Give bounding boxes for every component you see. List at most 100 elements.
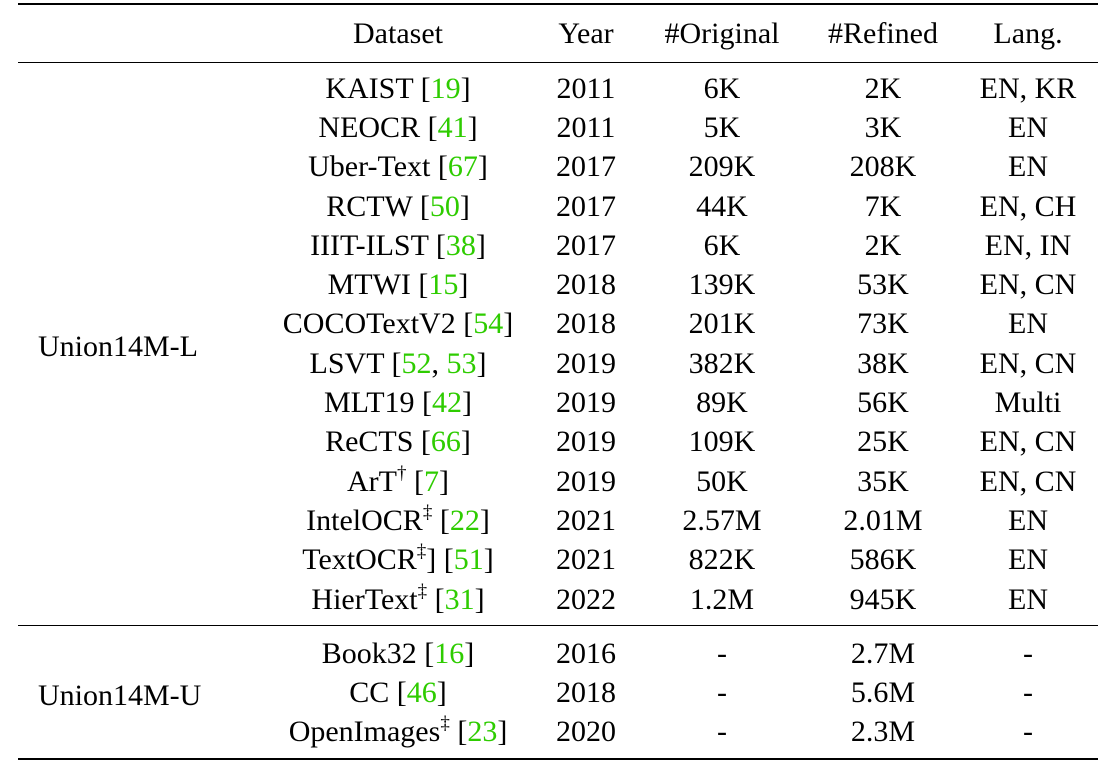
dataset-name: IIIT-ILST bbox=[310, 228, 429, 262]
dataset-cell: COCOTextV2 [54] bbox=[260, 305, 536, 344]
lang-cell: EN, KR bbox=[979, 71, 1077, 105]
bracket-close: ] bbox=[460, 425, 471, 459]
original-count-cell: 1.2M bbox=[689, 582, 755, 616]
citation-link[interactable]: 23 bbox=[467, 715, 498, 749]
bracket-open: [ bbox=[416, 636, 435, 670]
dataset-name: OpenImages bbox=[288, 715, 441, 749]
original-count-cell: 6K bbox=[703, 228, 741, 262]
dataset-name: RCTW bbox=[326, 189, 413, 223]
citation-link[interactable]: 66 bbox=[430, 425, 461, 459]
dataset-name: HierText bbox=[311, 582, 418, 616]
dataset-cell: TextOCR‡] [51] bbox=[260, 541, 536, 580]
year-cell: 2019 bbox=[556, 425, 616, 459]
lang-cell: Multi bbox=[994, 386, 1062, 420]
bracket-open: [ bbox=[427, 582, 445, 616]
citation-link[interactable]: 7 bbox=[423, 464, 439, 498]
group-label: Union14M-L bbox=[38, 330, 198, 364]
citation-link[interactable]: 41 bbox=[437, 110, 468, 144]
citation-link[interactable]: 51 bbox=[453, 543, 484, 577]
original-count-cell: 822K bbox=[688, 543, 756, 577]
year-cell: 2019 bbox=[556, 464, 616, 498]
lang-cell: EN bbox=[1008, 582, 1048, 616]
table-row: COCOTextV2 [54] 2018 201K 73K EN bbox=[18, 305, 1098, 344]
lang-cell: EN, CN bbox=[979, 346, 1077, 380]
year-cell: 2017 bbox=[556, 150, 616, 184]
dataset-name: ArT bbox=[347, 464, 397, 498]
year-cell: 2021 bbox=[556, 503, 616, 537]
citation-link[interactable]: 52 bbox=[401, 346, 432, 380]
citation-link[interactable]: 16 bbox=[434, 636, 465, 670]
table-row: MLT19 [42] 2019 89K 56K Multi bbox=[18, 383, 1098, 422]
citation-link[interactable]: 19 bbox=[430, 71, 461, 105]
citation-link[interactable]: 50 bbox=[429, 189, 460, 223]
bracket-close: ] bbox=[497, 715, 508, 749]
refined-count-cell: 38K bbox=[857, 346, 909, 380]
bracket-close: ] bbox=[438, 464, 449, 498]
dataset-name: NEOCR bbox=[318, 110, 421, 144]
year-cell: 2020 bbox=[556, 715, 616, 749]
bracket-close: ] bbox=[460, 71, 471, 105]
bracket-open: [ bbox=[410, 268, 429, 302]
dataset-cell: ArT† [7] bbox=[260, 462, 536, 501]
citation-link[interactable]: 15 bbox=[428, 268, 459, 302]
table-row: Union14M-L KAIST [19] 2011 6K 2K EN, KR bbox=[18, 63, 1098, 363]
citation-link[interactable]: 54 bbox=[473, 307, 504, 341]
year-cell: 2017 bbox=[556, 189, 616, 223]
refined-count-cell: 25K bbox=[857, 425, 909, 459]
bracket-close: ] bbox=[483, 543, 494, 577]
refined-count-cell: 7K bbox=[864, 189, 902, 223]
bracket-open: [ bbox=[413, 425, 431, 459]
refined-count-cell: 53K bbox=[857, 268, 909, 302]
dataset-cell: Book32 [16] bbox=[260, 625, 536, 674]
refined-count-cell: 208K bbox=[849, 150, 917, 184]
header-dataset: Dataset bbox=[260, 3, 536, 63]
year-cell: 2011 bbox=[556, 71, 616, 105]
dataset-cell: MTWI [15] bbox=[260, 265, 536, 304]
header-row: Dataset Year #Original #Refined Lang. bbox=[18, 3, 1098, 63]
dataset-name: COCOTextV2 bbox=[282, 307, 456, 341]
bracket-close: ] bbox=[464, 636, 475, 670]
bracket-open: [ bbox=[412, 189, 430, 223]
header-empty bbox=[18, 3, 260, 63]
citation-link[interactable]: 31 bbox=[444, 582, 475, 616]
citation-link[interactable]: 67 bbox=[447, 150, 478, 184]
original-count-cell: 89K bbox=[696, 386, 748, 420]
year-cell: 2019 bbox=[556, 386, 616, 420]
dataset-cell: ReCTS [66] bbox=[260, 423, 536, 462]
footnote-mark: † bbox=[396, 462, 407, 484]
year-cell: 2016 bbox=[536, 625, 636, 674]
table-row: HierText‡ [31] 2022 1.2M 945K EN bbox=[18, 580, 1098, 626]
year-cell: 2011 bbox=[556, 110, 616, 144]
bracket-close: ] bbox=[503, 307, 514, 341]
original-count-cell: 382K bbox=[688, 346, 756, 380]
bracket-close: ] bbox=[462, 386, 473, 420]
table-row: ReCTS [66] 2019 109K 25K EN, CN bbox=[18, 423, 1098, 462]
original-count-cell: 139K bbox=[688, 268, 756, 302]
dataset-name: LSVT bbox=[309, 346, 384, 380]
lang-cell: EN bbox=[1008, 543, 1048, 577]
year-cell: 2021 bbox=[556, 543, 616, 577]
bracket-open: [ bbox=[428, 228, 446, 262]
footnote-mark: ‡ bbox=[417, 580, 428, 602]
citation-link[interactable]: 46 bbox=[406, 676, 437, 710]
bracket-open: [ bbox=[413, 71, 431, 105]
citation-link[interactable]: 38 bbox=[445, 228, 476, 262]
table-row: RCTW [50] 2017 44K 7K EN, CH bbox=[18, 187, 1098, 226]
dataset-table: Dataset Year #Original #Refined Lang. Un… bbox=[18, 3, 1098, 760]
dataset-cell: NEOCR [41] bbox=[260, 108, 536, 147]
citation-link[interactable]: 53 bbox=[446, 346, 477, 380]
header-year: Year bbox=[536, 3, 636, 63]
dataset-name: CC bbox=[349, 676, 390, 710]
citation-link[interactable]: 42 bbox=[432, 386, 463, 420]
refined-count-cell: 56K bbox=[857, 386, 909, 420]
bracket-close: ] bbox=[475, 228, 486, 262]
dataset-name: KAIST bbox=[325, 71, 414, 105]
refined-count-cell: 2.01M bbox=[843, 503, 923, 537]
citation-link[interactable]: 22 bbox=[449, 503, 480, 537]
lang-cell: EN bbox=[1008, 110, 1048, 144]
original-count-cell: 50K bbox=[696, 464, 748, 498]
refined-count-cell: 35K bbox=[857, 464, 909, 498]
dataset-name: Book32 bbox=[321, 636, 417, 670]
table-row: MTWI [15] 2018 139K 53K EN, CN bbox=[18, 265, 1098, 304]
lang-cell: EN bbox=[1008, 150, 1048, 184]
